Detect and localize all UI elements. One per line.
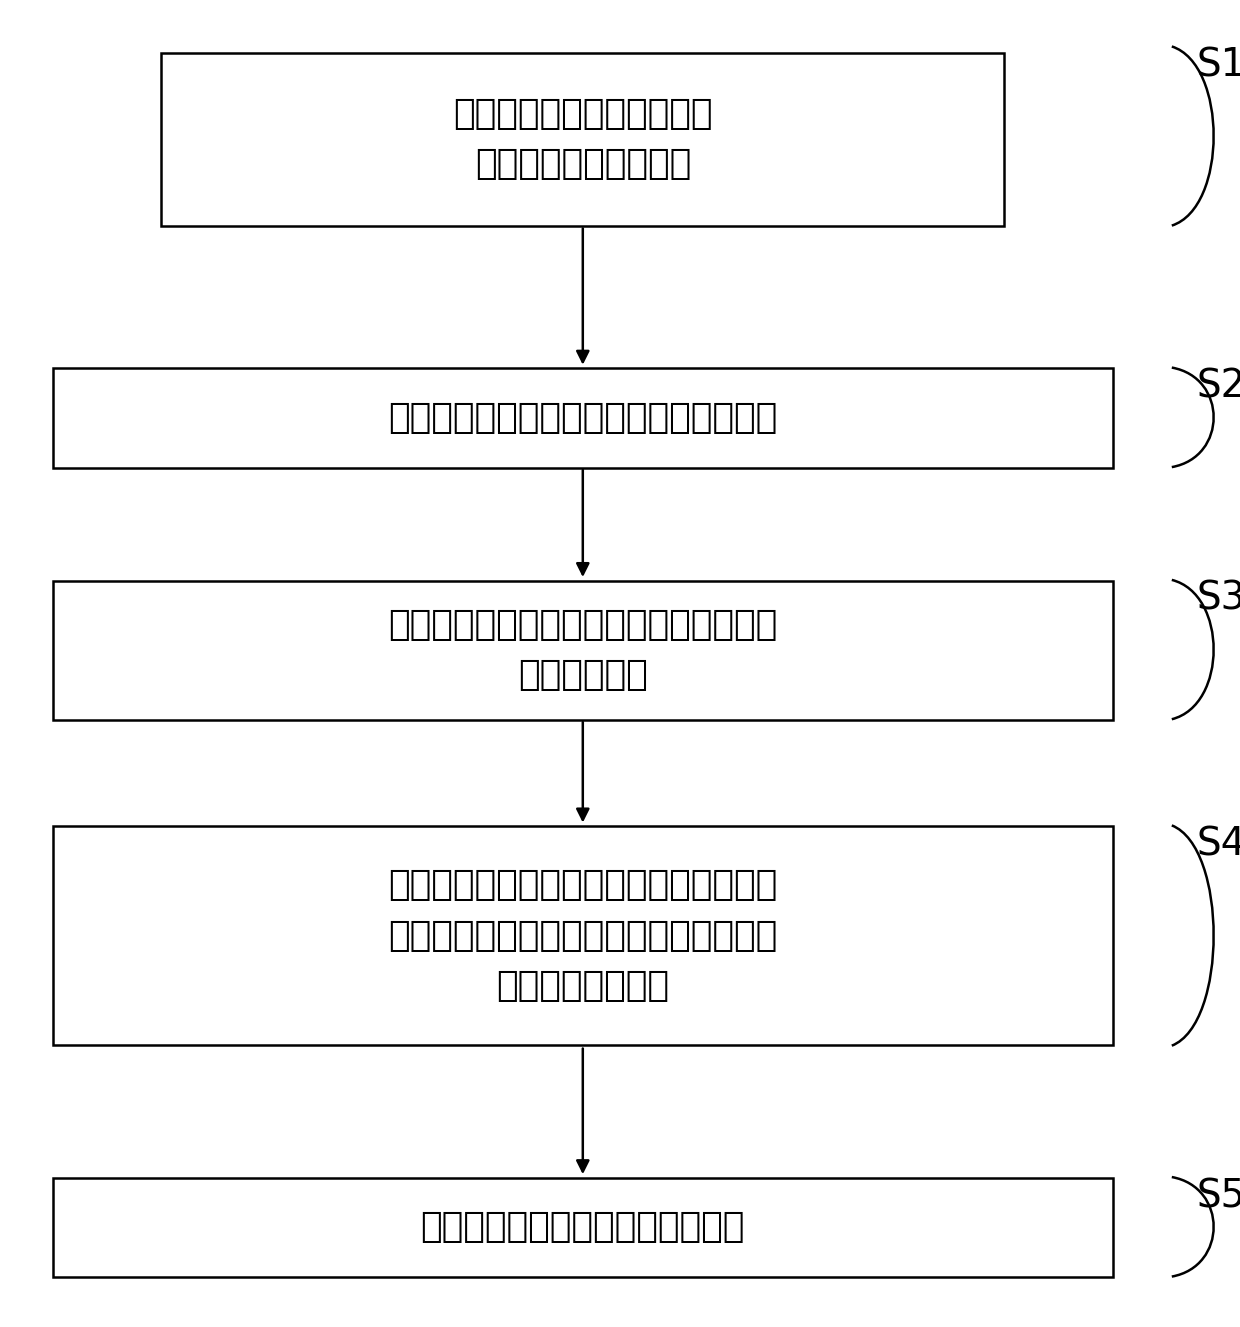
- Text: 根据目标对象在期望布局画面的位置、图
像采集设备当前的视角及图像信息确定云
台的调整动作信息: 根据目标对象在期望布局画面的位置、图 像采集设备当前的视角及图像信息确定云 台的…: [388, 868, 777, 1003]
- Text: 根据调整动作信息调整云台的旋转: 根据调整动作信息调整云台的旋转: [420, 1210, 745, 1245]
- Text: S5: S5: [1197, 1177, 1240, 1216]
- Text: 对图像信息进行识别，获取目标检测信息: 对图像信息进行识别，获取目标检测信息: [388, 401, 777, 435]
- Bar: [52, 581, 1114, 719]
- Text: S4: S4: [1197, 825, 1240, 864]
- Text: 获取搭载在云台的图像采集
设备所拍摄的图像信息: 获取搭载在云台的图像采集 设备所拍摄的图像信息: [453, 97, 713, 182]
- Text: 根据目标检测信息确定目标对象在期望布
局画面的位置: 根据目标检测信息确定目标对象在期望布 局画面的位置: [388, 608, 777, 693]
- Bar: [52, 825, 1114, 1046]
- Bar: [52, 1178, 1114, 1277]
- Text: S2: S2: [1197, 368, 1240, 406]
- Text: S1: S1: [1197, 46, 1240, 85]
- Text: S3: S3: [1197, 580, 1240, 618]
- Bar: [161, 53, 1004, 226]
- Bar: [52, 368, 1114, 467]
